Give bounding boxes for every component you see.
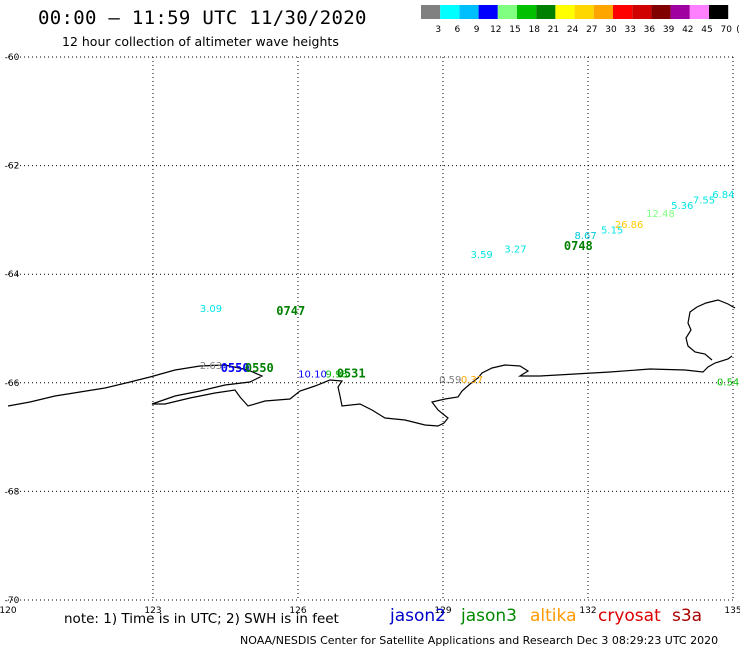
map-axes: 120 123 126 129 132 135 -60 -62 -64 -66 -68 -70 — [0, 53, 740, 616]
legend-swatch — [517, 5, 537, 19]
legend-jason3: jason3 — [461, 606, 517, 626]
legend-swatch — [689, 5, 709, 19]
legend-swatch — [497, 5, 517, 19]
legend-label: 15 — [509, 25, 520, 35]
wave-height-label: 0.59 — [439, 375, 461, 386]
legend-label: 21 — [548, 25, 559, 35]
legend-altika: altika — [530, 606, 577, 626]
pass-time-label: 0550 — [245, 361, 274, 375]
wave-height-label: 0.37 — [461, 375, 483, 386]
wave-height-label: 3.27 — [504, 244, 526, 255]
map-title: 00:00 – 11:59 UTC 11/30/2020 — [38, 7, 367, 29]
wave-height-label: 6.84 — [712, 190, 734, 201]
legend-label: 3 — [435, 25, 441, 35]
wave-height-label: 2.63 — [200, 361, 222, 372]
lat-tick-label: -66 — [5, 379, 20, 389]
lon-tick-label: 120 — [0, 606, 17, 616]
legend-jason2: jason2 — [390, 606, 446, 626]
legend-label: 12 — [490, 25, 501, 35]
wave-height-label: 3.59 — [471, 250, 493, 261]
legend-swatch — [632, 5, 652, 19]
lat-tick-label: -64 — [5, 270, 20, 280]
legend-label: 27 — [586, 25, 597, 35]
coastline-mainland — [7, 355, 733, 427]
lon-tick-label: 129 — [434, 606, 451, 616]
legend-label: 24 — [567, 25, 579, 35]
legend-swatch — [555, 5, 575, 19]
lat-tick-label: -68 — [5, 487, 20, 497]
legend-swatch — [651, 5, 671, 19]
wave-height-label: 5.36 — [671, 201, 693, 212]
legend-swatch — [536, 5, 556, 19]
wave-height-label: 26.86 — [615, 220, 644, 231]
wave-height-label: 5.15 — [601, 225, 623, 236]
wave-height-label: 10.10 — [298, 369, 327, 380]
wave-height-label: 12.48 — [646, 209, 675, 220]
pass-time-label: 0550 — [221, 361, 250, 375]
wave-height-label: 0.54 — [717, 378, 739, 389]
antarctic-coastline — [7, 299, 736, 427]
footer-note: note: 1) Time is in UTC; 2) SWH is in fe… — [64, 611, 339, 627]
coastline-east — [685, 299, 736, 361]
legend-swatch — [440, 5, 460, 19]
legend-label: 6 — [455, 25, 461, 35]
wave-height-label: 8.67 — [574, 231, 596, 242]
legend-label: 42 — [682, 25, 693, 35]
legend-label: 39 — [663, 25, 675, 35]
legend-label: 45 — [701, 25, 712, 35]
lon-tick-label: 132 — [579, 606, 596, 616]
wave-height-label: 7.55 — [693, 196, 715, 207]
map-grid — [8, 56, 734, 601]
legend-swatch — [709, 5, 729, 19]
legend-unit: (ft) — [736, 25, 740, 35]
legend-swatch — [459, 5, 479, 19]
lat-tick-label: -60 — [5, 53, 20, 63]
legend-label: 18 — [528, 25, 540, 35]
legend-swatch — [478, 5, 498, 19]
credit-line: NOAA/NESDIS Center for Satellite Applica… — [240, 634, 719, 647]
legend-label: 30 — [605, 25, 617, 35]
lon-tick-label: 123 — [144, 606, 161, 616]
legend-swatch — [613, 5, 633, 19]
legend-label: 36 — [644, 25, 656, 35]
legend-cryosat: cryosat — [598, 606, 661, 626]
pass-time-label: 0747 — [276, 304, 305, 318]
legend-label: 33 — [624, 25, 635, 35]
lat-tick-label: -62 — [5, 162, 20, 172]
legend-swatch — [574, 5, 594, 19]
lon-tick-label: 135 — [724, 606, 740, 616]
legend-s3a: s3a — [672, 606, 703, 626]
legend-swatch — [593, 5, 613, 19]
legend-label: 9 — [474, 25, 480, 35]
lon-tick-label: 126 — [289, 606, 306, 616]
wave-height-label: 3.09 — [200, 304, 222, 315]
pass-time-label: 0531 — [337, 366, 366, 380]
legend-swatch — [421, 5, 441, 19]
pass-time-label: 0748 — [564, 239, 593, 253]
lat-tick-label: -70 — [5, 596, 20, 606]
wave-height-label: 9.98 — [326, 369, 348, 380]
map-subtitle: 12 hour collection of altimeter wave hei… — [62, 34, 339, 49]
legend-swatch — [670, 5, 690, 19]
legend-label: 70 — [720, 25, 732, 35]
